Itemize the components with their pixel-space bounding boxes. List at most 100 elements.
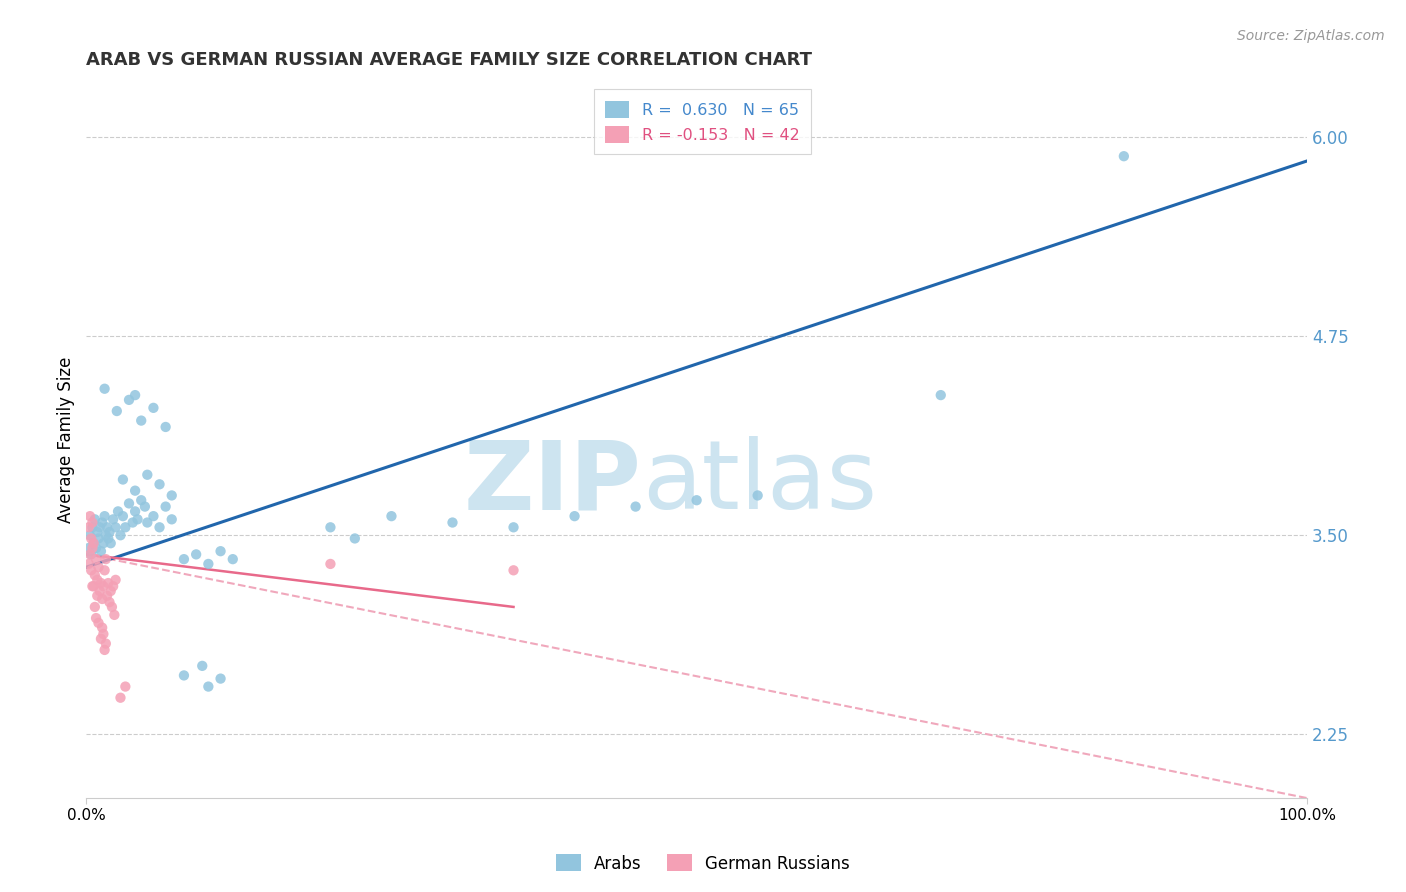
Text: ZIP: ZIP <box>464 436 641 529</box>
Point <box>142 401 165 415</box>
Point <box>93 579 115 593</box>
Point <box>82 579 104 593</box>
Point <box>77 557 100 571</box>
Point <box>83 579 105 593</box>
Point <box>83 536 105 550</box>
Point <box>114 520 136 534</box>
Point <box>101 512 124 526</box>
Point <box>104 573 127 587</box>
Point <box>89 520 111 534</box>
Point <box>80 532 103 546</box>
Point <box>197 557 219 571</box>
Y-axis label: Average Family Size: Average Family Size <box>58 357 75 523</box>
Point <box>129 493 152 508</box>
Point <box>83 536 105 550</box>
Point <box>685 493 707 508</box>
Point <box>90 632 112 646</box>
Legend: Arabs, German Russians: Arabs, German Russians <box>550 847 856 880</box>
Point <box>93 382 115 396</box>
Point <box>80 563 103 577</box>
Point <box>100 584 122 599</box>
Point <box>121 516 143 530</box>
Point <box>79 509 101 524</box>
Point <box>110 528 132 542</box>
Point <box>134 500 156 514</box>
Point <box>93 627 115 641</box>
Point <box>624 500 647 514</box>
Point <box>96 520 118 534</box>
Point <box>86 573 108 587</box>
Point <box>83 599 105 614</box>
Point <box>124 504 146 518</box>
Point <box>124 388 146 402</box>
Point <box>319 520 342 534</box>
Text: ARAB VS GERMAN RUSSIAN AVERAGE FAMILY SIZE CORRELATION CHART: ARAB VS GERMAN RUSSIAN AVERAGE FAMILY SI… <box>86 51 813 69</box>
Point <box>93 563 115 577</box>
Point <box>107 504 129 518</box>
Point <box>343 532 366 546</box>
Point <box>83 568 105 582</box>
Point <box>380 509 402 524</box>
Point <box>98 525 121 540</box>
Point <box>79 528 101 542</box>
Point <box>110 690 132 705</box>
Point <box>77 520 100 534</box>
Point <box>93 643 115 657</box>
Point <box>91 591 114 606</box>
Point <box>191 658 214 673</box>
Point <box>747 488 769 502</box>
Point <box>929 388 952 402</box>
Point <box>136 516 159 530</box>
Point <box>84 541 107 555</box>
Point <box>155 420 177 434</box>
Point <box>94 636 117 650</box>
Point <box>91 621 114 635</box>
Point <box>441 516 464 530</box>
Point <box>118 496 141 510</box>
Point <box>77 541 100 555</box>
Point <box>148 520 170 534</box>
Point <box>118 392 141 407</box>
Point <box>79 548 101 562</box>
Point <box>105 404 128 418</box>
Point <box>101 579 124 593</box>
Point <box>142 509 165 524</box>
Point <box>93 536 115 550</box>
Point <box>96 589 118 603</box>
Point <box>173 668 195 682</box>
Legend: R =  0.630   N = 65, R = -0.153   N = 42: R = 0.630 N = 65, R = -0.153 N = 42 <box>595 89 811 154</box>
Point <box>82 516 104 530</box>
Point <box>209 544 232 558</box>
Point <box>82 520 104 534</box>
Point <box>160 512 183 526</box>
Point <box>103 607 125 622</box>
Point <box>84 611 107 625</box>
Point <box>124 483 146 498</box>
Point <box>101 599 124 614</box>
Point <box>173 552 195 566</box>
Point <box>94 552 117 566</box>
Point <box>87 560 110 574</box>
Point <box>93 509 115 524</box>
Text: Source: ZipAtlas.com: Source: ZipAtlas.com <box>1237 29 1385 43</box>
Point <box>129 414 152 428</box>
Point <box>502 520 524 534</box>
Point <box>94 528 117 542</box>
Point <box>80 548 103 562</box>
Point <box>82 541 104 555</box>
Point <box>564 509 586 524</box>
Point <box>1112 149 1135 163</box>
Point <box>100 536 122 550</box>
Point <box>87 615 110 630</box>
Point <box>89 584 111 599</box>
Point <box>186 548 208 562</box>
Point <box>90 576 112 591</box>
Point <box>111 509 134 524</box>
Point <box>114 680 136 694</box>
Point <box>136 467 159 482</box>
Point <box>86 525 108 540</box>
Point <box>97 576 120 591</box>
Point <box>97 532 120 546</box>
Point <box>90 544 112 558</box>
Text: atlas: atlas <box>641 436 877 529</box>
